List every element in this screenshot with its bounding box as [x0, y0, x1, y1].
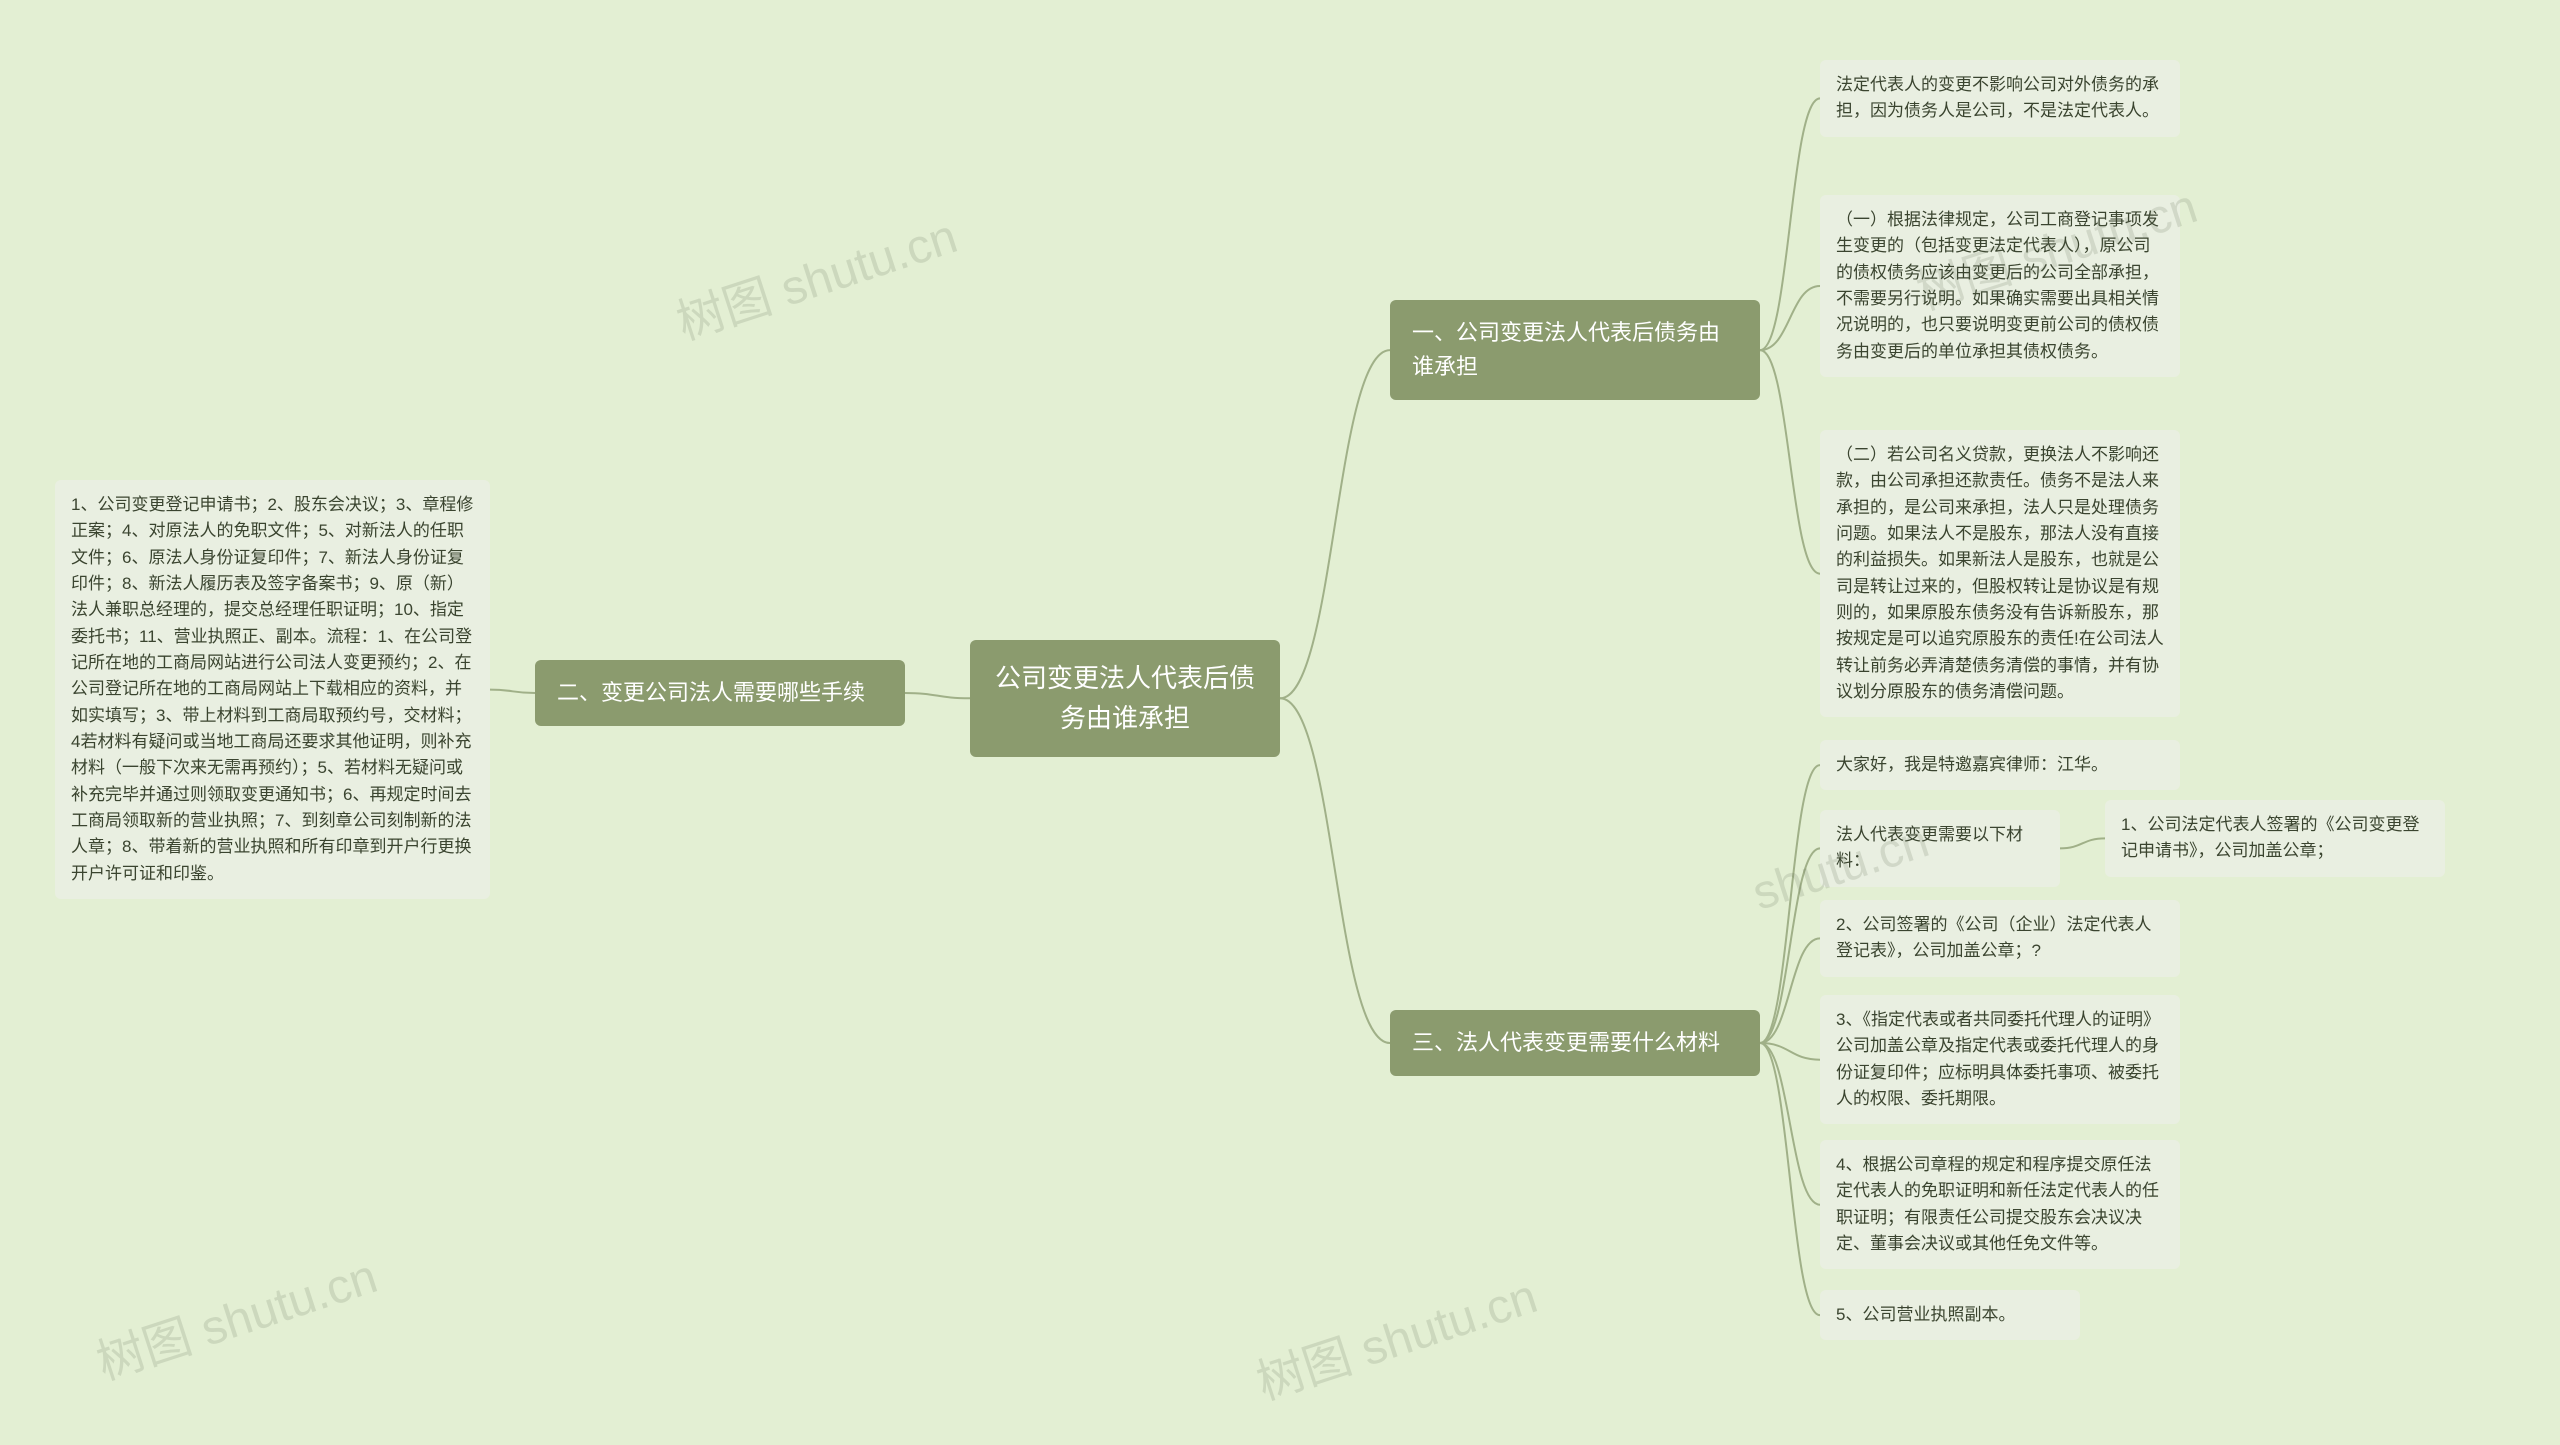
leaf-1c-text: （二）若公司名义贷款，更换法人不影响还款，由公司承担还款责任。债务不是法人来承担…: [1836, 445, 2164, 701]
leaf-3d-text: 3、《指定代表或者共同委托代理人的证明》公司加盖公章及指定代表或委托代理人的身份…: [1836, 1010, 2160, 1108]
leaf-3c-text: 2、公司签署的《公司（企业）法定代表人登记表》，公司加盖公章；?: [1836, 915, 2151, 960]
leaf-3a-text: 大家好，我是特邀嘉宾律师：江华。: [1836, 755, 2108, 774]
leaf-3d: 3、《指定代表或者共同委托代理人的证明》公司加盖公章及指定代表或委托代理人的身份…: [1820, 995, 2180, 1124]
branch-3-label: 三、法人代表变更需要什么材料: [1412, 1030, 1720, 1055]
leaf-1c: （二）若公司名义贷款，更换法人不影响还款，由公司承担还款责任。债务不是法人来承担…: [1820, 430, 2180, 717]
root-label: 公司变更法人代表后债务由谁承担: [995, 663, 1255, 733]
leaf-2: 1、公司变更登记申请书；2、股东会决议；3、章程修正案；4、对原法人的免职文件；…: [55, 480, 490, 899]
leaf-3f-text: 5、公司营业执照副本。: [1836, 1305, 2015, 1324]
leaf-1a: 法定代表人的变更不影响公司对外债务的承担，因为债务人是公司，不是法定代表人。: [1820, 60, 2180, 137]
leaf-1b-text: （一）根据法律规定，公司工商登记事项发生变更的（包括变更法定代表人），原公司的债…: [1836, 210, 2159, 361]
leaf-3b-sub: 1、公司法定代表人签署的《公司变更登记申请书》，公司加盖公章；: [2105, 800, 2445, 877]
leaf-3e: 4、根据公司章程的规定和程序提交原任法定代表人的免职证明和新任法定代表人的任职证…: [1820, 1140, 2180, 1269]
branch-2: 二、变更公司法人需要哪些手续: [535, 660, 905, 726]
branch-1-label: 一、公司变更法人代表后债务由谁承担: [1412, 320, 1720, 379]
leaf-1a-text: 法定代表人的变更不影响公司对外债务的承担，因为债务人是公司，不是法定代表人。: [1836, 75, 2159, 120]
leaf-3e-text: 4、根据公司章程的规定和程序提交原任法定代表人的免职证明和新任法定代表人的任职证…: [1836, 1155, 2159, 1253]
leaf-3b: 法人代表变更需要以下材料：: [1820, 810, 2060, 887]
branch-2-label: 二、变更公司法人需要哪些手续: [557, 680, 865, 705]
branch-1: 一、公司变更法人代表后债务由谁承担: [1390, 300, 1760, 400]
leaf-3f: 5、公司营业执照副本。: [1820, 1290, 2080, 1340]
leaf-3b-text: 法人代表变更需要以下材料：: [1836, 825, 2023, 870]
leaf-3a: 大家好，我是特邀嘉宾律师：江华。: [1820, 740, 2180, 790]
leaf-1b: （一）根据法律规定，公司工商登记事项发生变更的（包括变更法定代表人），原公司的债…: [1820, 195, 2180, 377]
leaf-3b-sub-text: 1、公司法定代表人签署的《公司变更登记申请书》，公司加盖公章；: [2121, 815, 2419, 860]
leaf-3c: 2、公司签署的《公司（企业）法定代表人登记表》，公司加盖公章；?: [1820, 900, 2180, 977]
root-node: 公司变更法人代表后债务由谁承担: [970, 640, 1280, 757]
branch-3: 三、法人代表变更需要什么材料: [1390, 1010, 1760, 1076]
leaf-2-text: 1、公司变更登记申请书；2、股东会决议；3、章程修正案；4、对原法人的免职文件；…: [71, 495, 473, 883]
